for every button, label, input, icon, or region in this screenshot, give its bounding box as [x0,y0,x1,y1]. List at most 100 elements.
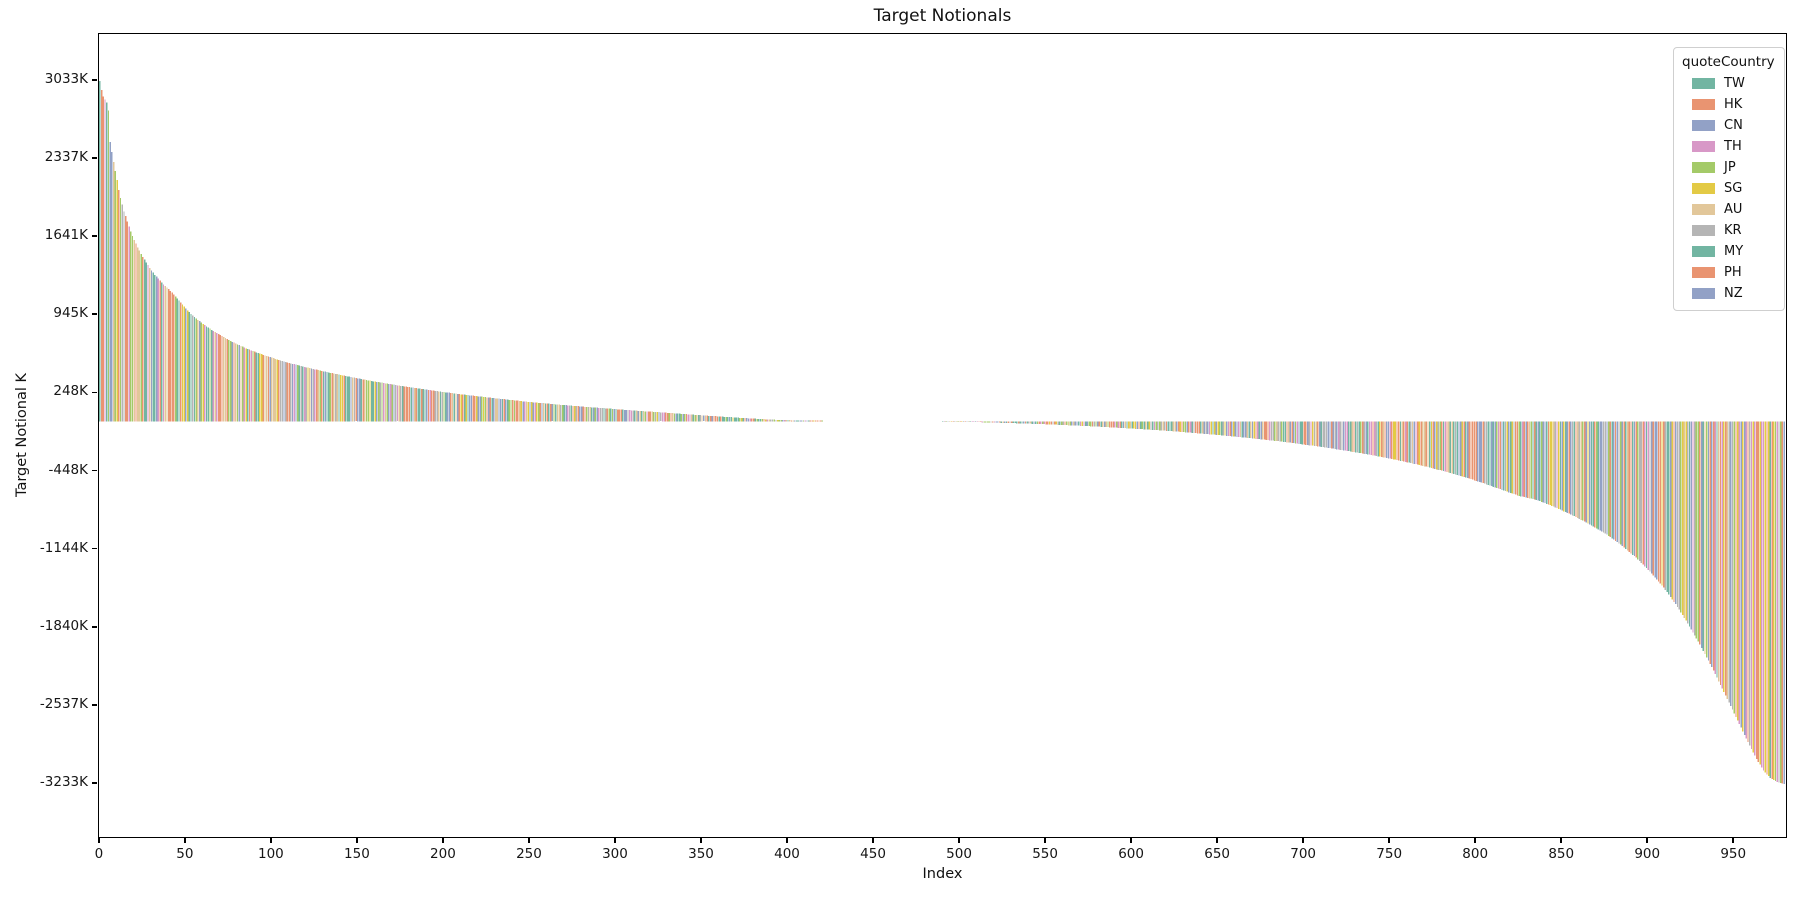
x-tick-label: 300 [602,846,628,862]
bar [155,276,158,422]
bar [1308,421,1310,446]
bar [1097,421,1099,427]
bar [422,389,424,422]
bar [647,411,650,422]
bar [1337,421,1340,450]
bar [1688,421,1691,627]
bar [1086,421,1089,427]
bar [1656,421,1658,580]
bar [1329,421,1331,449]
bar [1439,421,1441,471]
bar [106,102,108,422]
bar [725,416,727,422]
bar [1530,421,1532,499]
bar [1533,421,1536,500]
bar [1317,421,1319,447]
bar [1484,421,1486,484]
bar [763,419,765,422]
bar [506,399,509,422]
bar [1404,421,1407,462]
bar [1659,421,1661,584]
bar [1583,421,1586,522]
bar [1613,421,1615,540]
bar [1219,421,1221,436]
bar [1244,421,1247,438]
bar [1138,421,1140,430]
bar [1632,421,1634,555]
bar [355,378,357,422]
bar [291,363,294,422]
bar [133,239,135,422]
bar [1355,421,1357,453]
bar [1497,421,1500,489]
bar [231,341,234,422]
bar [1040,421,1042,425]
bar [988,421,990,423]
bar [1728,421,1730,703]
bar [186,310,189,422]
bar [1193,421,1195,433]
bar [1616,421,1618,543]
bar [1330,421,1333,449]
bar [405,386,407,422]
x-tick-label: 900 [1634,846,1661,862]
bar [1189,421,1192,433]
bar [1031,421,1034,424]
x-tick-label: 0 [94,846,104,862]
bar [806,420,808,422]
bar [362,379,364,422]
bar [620,409,622,422]
bar [419,388,421,422]
y-tick-mark [92,704,97,706]
bar [360,379,363,422]
bar [795,420,798,422]
bar [1769,421,1772,779]
bar [777,419,779,422]
legend-entry: HK [1680,94,1778,115]
bar [799,420,801,422]
bar [1539,421,1541,502]
bar [524,401,526,422]
bar [1759,421,1761,765]
bar [1752,421,1754,753]
bar [465,394,467,422]
bar [1570,421,1572,515]
legend-entry-label: PH [1724,265,1742,280]
bar [582,406,584,422]
x-tick-label: 850 [1548,846,1575,862]
bar [718,416,720,422]
bar [682,413,684,422]
bar [427,389,430,422]
bar [173,294,175,422]
bar [1571,421,1574,516]
bar [1160,421,1163,431]
bar [1300,421,1302,445]
bar [730,417,732,422]
bar [137,247,139,422]
bar [1609,421,1612,538]
bar [358,378,361,422]
bar [99,80,101,422]
bar [1496,421,1498,488]
bar [512,400,514,422]
bar [1415,421,1417,465]
y-tick-label: -448K [48,461,89,478]
bar [255,352,258,422]
bar [949,421,951,423]
bar [807,420,810,422]
bar [1757,421,1760,762]
bar [341,375,344,422]
bar [1227,421,1230,437]
bar [1296,421,1298,444]
bar [1229,421,1231,437]
bar [383,383,385,422]
bar [1403,421,1405,462]
bar [701,415,703,422]
bar [611,408,614,422]
bar [563,405,566,422]
bar [1706,421,1708,658]
bar [1150,421,1152,430]
bar [1074,421,1077,426]
x-tick-mark [1388,838,1390,843]
bar [1518,421,1520,496]
